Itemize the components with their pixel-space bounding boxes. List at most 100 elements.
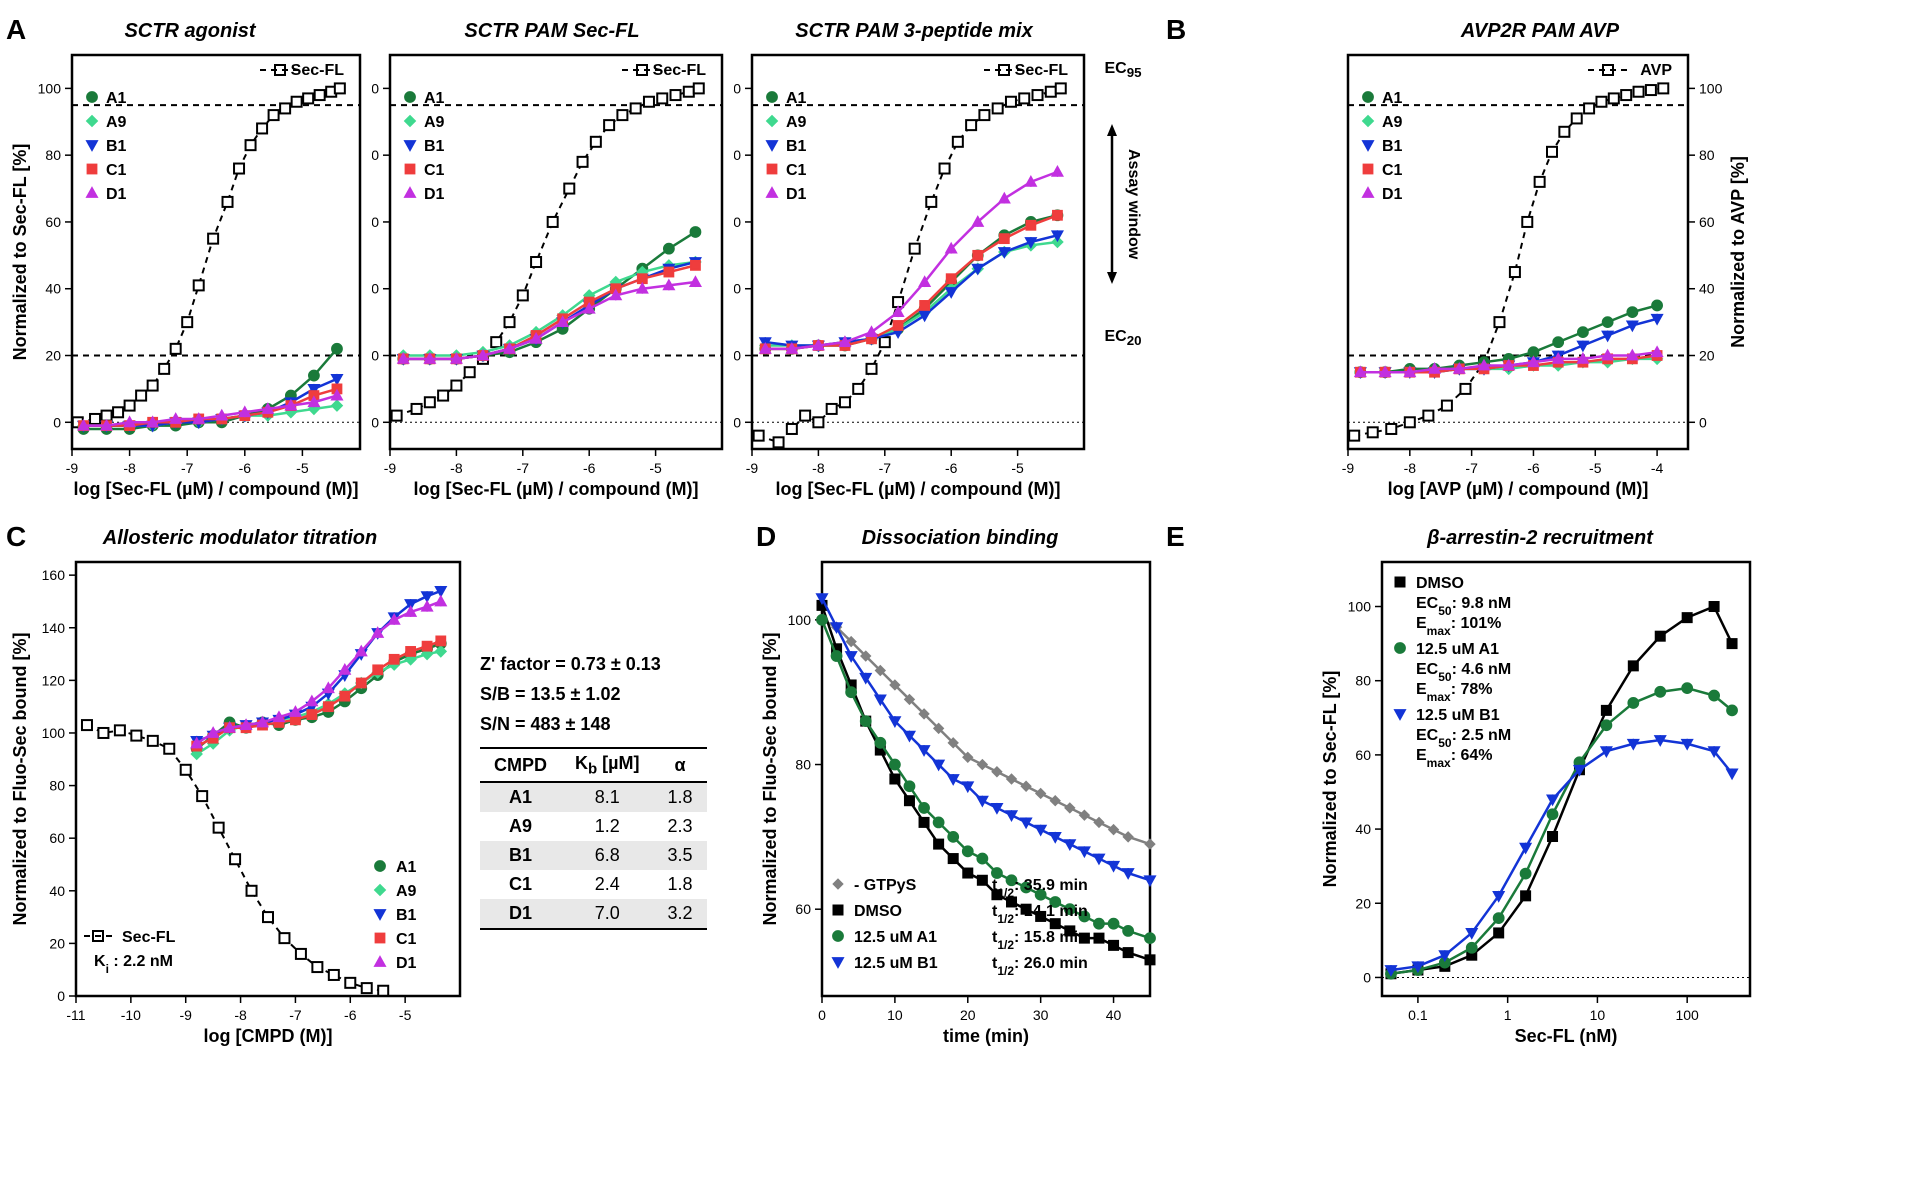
svg-text:0: 0	[57, 988, 65, 1004]
svg-text:40: 40	[45, 281, 61, 297]
svg-text:Normalized to Fluo-Sec bound [: Normalized to Fluo-Sec bound [%]	[10, 633, 30, 926]
svg-text:D1: D1	[786, 186, 807, 203]
svg-text:t1/2: 26.0 min: t1/2: 26.0 min	[992, 955, 1088, 978]
svg-text:60: 60	[795, 901, 811, 917]
svg-text:log [Sec-FL (µM) / compound (M: log [Sec-FL (µM) / compound (M)]	[74, 479, 359, 499]
s-over-n: S/N = 483 ± 148	[480, 711, 707, 737]
svg-text:- GTPyS: - GTPyS	[854, 877, 917, 894]
svg-text:60: 60	[45, 214, 61, 230]
svg-text:-7: -7	[517, 460, 530, 476]
svg-text:Normalized to Sec-FL [%]: Normalized to Sec-FL [%]	[10, 144, 30, 361]
svg-text:60: 60	[372, 214, 379, 230]
panel-a-subplots: SCTR agonist-9-8-7-6-5020406080100Sec-FL…	[10, 20, 1094, 507]
svg-text:D1: D1	[106, 186, 127, 203]
svg-text:A1: A1	[106, 90, 127, 107]
svg-text:-7: -7	[289, 1007, 302, 1023]
svg-text:160: 160	[42, 567, 66, 583]
svg-text:-8: -8	[812, 460, 825, 476]
svg-text:10: 10	[1590, 1007, 1606, 1023]
svg-text:-6: -6	[945, 460, 958, 476]
panel-a-label: A	[6, 14, 26, 46]
svg-text:D1: D1	[1382, 186, 1403, 203]
svg-text:Normalized to AVP [%]: Normalized to AVP [%]	[1728, 156, 1748, 348]
svg-text:30: 30	[1033, 1007, 1049, 1023]
svg-text:-4: -4	[1651, 460, 1664, 476]
svg-text:20: 20	[1699, 348, 1715, 364]
subplot-title: AVP2R PAM AVP	[1461, 20, 1619, 43]
svg-text:12.5 uM A1: 12.5 uM A1	[854, 929, 937, 946]
svg-text:A9: A9	[424, 114, 445, 131]
svg-text:10: 10	[887, 1007, 903, 1023]
svg-text:log [Sec-FL (µM) / compound (M: log [Sec-FL (µM) / compound (M)]	[776, 479, 1061, 499]
svg-text:1: 1	[1504, 1007, 1512, 1023]
svg-text:12.5 uM B1: 12.5 uM B1	[1416, 707, 1500, 724]
ec20-label: EC20	[1104, 328, 1141, 348]
svg-text:-10: -10	[121, 1007, 141, 1023]
svg-text:-7: -7	[181, 460, 194, 476]
svg-text:20: 20	[45, 348, 61, 364]
svg-text:80: 80	[372, 147, 379, 163]
svg-text:60: 60	[49, 830, 65, 846]
svg-text:A9: A9	[1382, 114, 1403, 131]
svg-text:-6: -6	[239, 460, 252, 476]
svg-text:0: 0	[53, 414, 61, 430]
svg-text:-5: -5	[399, 1007, 412, 1023]
panel-d: D Dissociation binding0102030406080100- …	[760, 527, 1160, 1054]
svg-text:0: 0	[818, 1007, 826, 1023]
svg-text:C1: C1	[396, 931, 417, 948]
svg-text:-6: -6	[583, 460, 596, 476]
svg-text:20: 20	[734, 348, 741, 364]
svg-text:t1/2: 15.8 min: t1/2: 15.8 min	[992, 929, 1088, 952]
svg-text:60: 60	[734, 214, 741, 230]
svg-text:B1: B1	[786, 138, 807, 155]
svg-text:DMSO: DMSO	[1416, 575, 1464, 592]
svg-text:Emax: 78%: Emax: 78%	[1416, 681, 1493, 704]
svg-text:A9: A9	[396, 883, 417, 900]
svg-text:20: 20	[372, 348, 379, 364]
svg-text:40: 40	[372, 281, 379, 297]
svg-text:20: 20	[49, 935, 65, 951]
svg-text:40: 40	[1355, 821, 1371, 837]
panel-a: A SCTR agonist-9-8-7-6-5020406080100Sec-…	[10, 20, 1160, 507]
svg-text:40: 40	[49, 883, 65, 899]
svg-text:Normalized to Sec-FL [%]: Normalized to Sec-FL [%]	[1320, 671, 1340, 888]
svg-text:100: 100	[1348, 599, 1372, 615]
svg-text:D1: D1	[396, 955, 417, 972]
svg-text:B1: B1	[396, 907, 417, 924]
panel-c-plot: Allosteric modulator titration-11-10-9-8…	[10, 527, 470, 1054]
panel-e: E β-arrestin-2 recruitment0.111010002040…	[1170, 527, 1910, 1054]
svg-text:80: 80	[49, 778, 65, 794]
svg-text:D1: D1	[424, 186, 445, 203]
assay-window-arrow-icon	[1104, 124, 1120, 284]
svg-text:log [Sec-FL (µM) / compound (M: log [Sec-FL (µM) / compound (M)]	[414, 479, 699, 499]
svg-text:B1: B1	[1382, 138, 1403, 155]
svg-text:-6: -6	[344, 1007, 357, 1023]
svg-text:12.5 uM B1: 12.5 uM B1	[854, 955, 938, 972]
panel-c-label: C	[6, 521, 26, 553]
svg-text:A1: A1	[786, 90, 807, 107]
figure-grid: A SCTR agonist-9-8-7-6-5020406080100Sec-…	[10, 20, 1910, 1054]
svg-text:0: 0	[372, 414, 379, 430]
svg-text:-5: -5	[649, 460, 662, 476]
subplot-title: SCTR PAM 3-peptide mix	[795, 20, 1032, 43]
svg-text:-9: -9	[384, 460, 397, 476]
svg-text:C1: C1	[424, 162, 445, 179]
svg-text:Sec-FL: Sec-FL	[122, 929, 176, 946]
svg-text:AVP: AVP	[1640, 62, 1672, 79]
ec95-label: EC95	[1104, 60, 1141, 80]
panel-c: C Allosteric modulator titration-11-10-9…	[10, 527, 750, 1054]
svg-text:C1: C1	[106, 162, 127, 179]
panel-b-plot: AVP2R PAM AVP-9-8-7-6-5-4020406080100AVP…	[1170, 20, 1910, 507]
svg-text:Emax: 64%: Emax: 64%	[1416, 747, 1493, 770]
svg-text:-7: -7	[1465, 460, 1478, 476]
svg-text:Ki : 2.2 nM: Ki : 2.2 nM	[94, 953, 173, 976]
svg-text:C1: C1	[786, 162, 807, 179]
svg-text:A9: A9	[106, 114, 127, 131]
svg-text:Sec-FL (nM): Sec-FL (nM)	[1515, 1026, 1618, 1046]
svg-text:-8: -8	[1404, 460, 1417, 476]
svg-text:12.5 uM A1: 12.5 uM A1	[1416, 641, 1499, 658]
s-over-b: S/B = 13.5 ± 1.02	[480, 681, 707, 707]
svg-text:-5: -5	[1589, 460, 1602, 476]
svg-text:-9: -9	[746, 460, 759, 476]
svg-text:40: 40	[1699, 281, 1715, 297]
